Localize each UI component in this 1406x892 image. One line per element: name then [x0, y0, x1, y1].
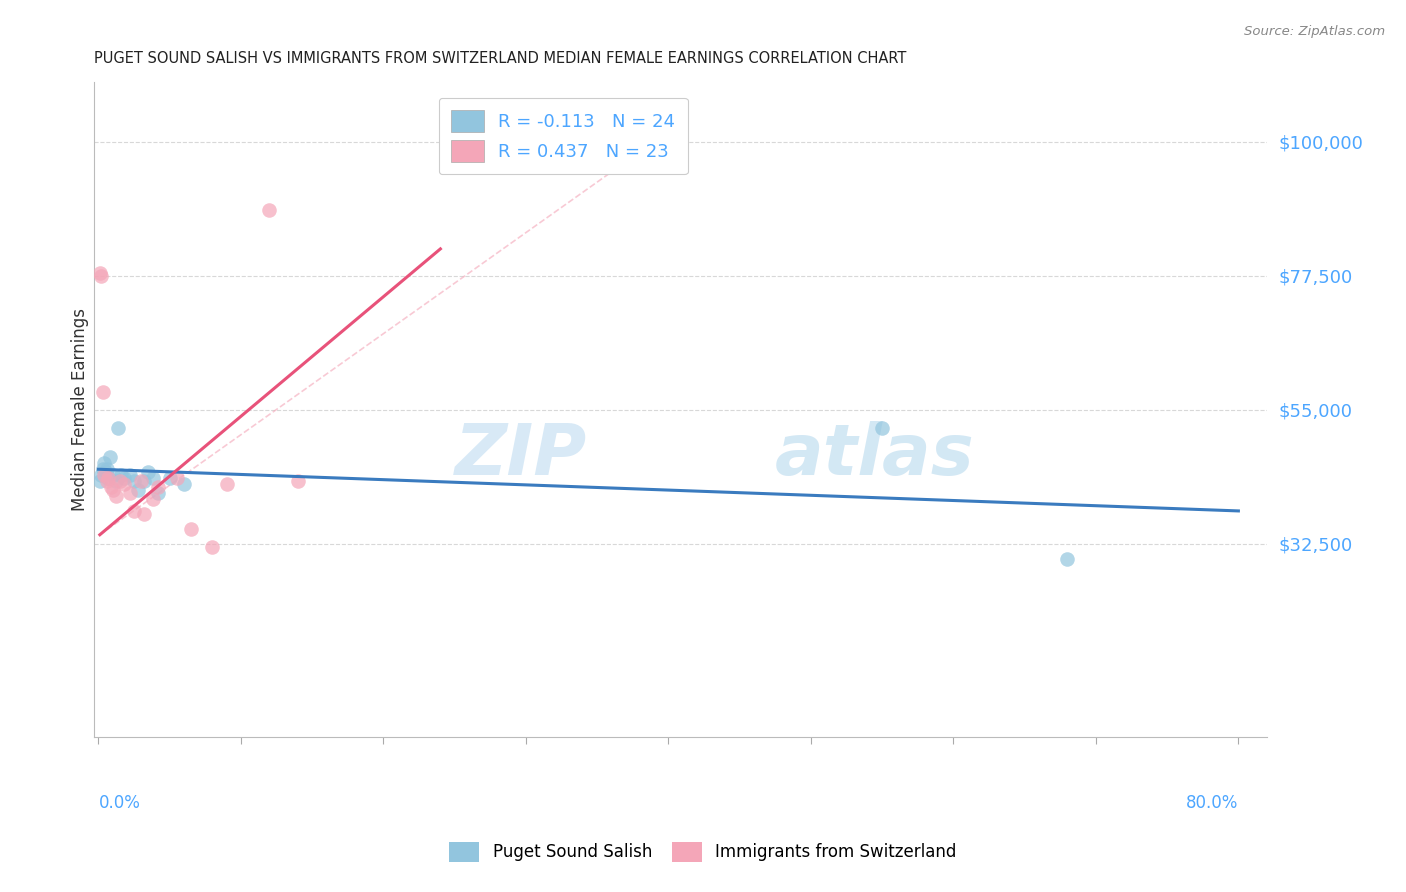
- Point: [118, 486, 141, 500]
- Text: atlas: atlas: [775, 421, 974, 490]
- Y-axis label: Median Female Earnings: Median Female Earnings: [72, 308, 89, 511]
- Point: [129, 474, 152, 488]
- Point: [215, 477, 238, 491]
- Legend: R = -0.113   N = 24, R = 0.437   N = 23: R = -0.113 N = 24, R = 0.437 N = 23: [439, 98, 688, 174]
- Point: [118, 468, 141, 483]
- Text: 0.0%: 0.0%: [98, 794, 141, 812]
- Point: [148, 480, 170, 494]
- Point: [148, 486, 170, 500]
- Point: [97, 471, 120, 485]
- Point: [104, 474, 127, 488]
- Point: [107, 420, 129, 434]
- Point: [132, 474, 155, 488]
- Point: [870, 420, 893, 434]
- Point: [101, 468, 124, 483]
- Text: Source: ZipAtlas.com: Source: ZipAtlas.com: [1244, 25, 1385, 38]
- Legend: Puget Sound Salish, Immigrants from Switzerland: Puget Sound Salish, Immigrants from Swit…: [441, 833, 965, 871]
- Point: [259, 203, 281, 218]
- Text: 80.0%: 80.0%: [1187, 794, 1239, 812]
- Point: [93, 456, 115, 470]
- Text: ZIP: ZIP: [454, 421, 586, 490]
- Point: [89, 266, 111, 280]
- Point: [136, 465, 159, 479]
- Point: [98, 450, 121, 465]
- Point: [100, 480, 122, 494]
- Point: [101, 483, 124, 497]
- Point: [122, 474, 145, 488]
- Point: [166, 471, 188, 485]
- Point: [142, 471, 165, 485]
- Point: [112, 477, 135, 491]
- Point: [93, 468, 115, 483]
- Point: [122, 504, 145, 518]
- Point: [96, 474, 118, 488]
- Point: [108, 474, 131, 488]
- Point: [159, 471, 181, 485]
- Point: [90, 468, 112, 483]
- Point: [104, 489, 127, 503]
- Point: [90, 268, 112, 283]
- Point: [173, 477, 195, 491]
- Point: [1056, 551, 1078, 566]
- Text: PUGET SOUND SALISH VS IMMIGRANTS FROM SWITZERLAND MEDIAN FEMALE EARNINGS CORRELA: PUGET SOUND SALISH VS IMMIGRANTS FROM SW…: [94, 51, 907, 66]
- Point: [112, 471, 135, 485]
- Point: [180, 522, 202, 536]
- Point: [127, 483, 149, 497]
- Point: [132, 507, 155, 521]
- Point: [142, 491, 165, 506]
- Point: [94, 465, 117, 479]
- Point: [287, 474, 309, 488]
- Point: [91, 384, 114, 399]
- Point: [97, 471, 120, 485]
- Point: [201, 540, 224, 554]
- Point: [110, 468, 132, 483]
- Point: [96, 462, 118, 476]
- Point: [91, 462, 114, 476]
- Point: [89, 474, 111, 488]
